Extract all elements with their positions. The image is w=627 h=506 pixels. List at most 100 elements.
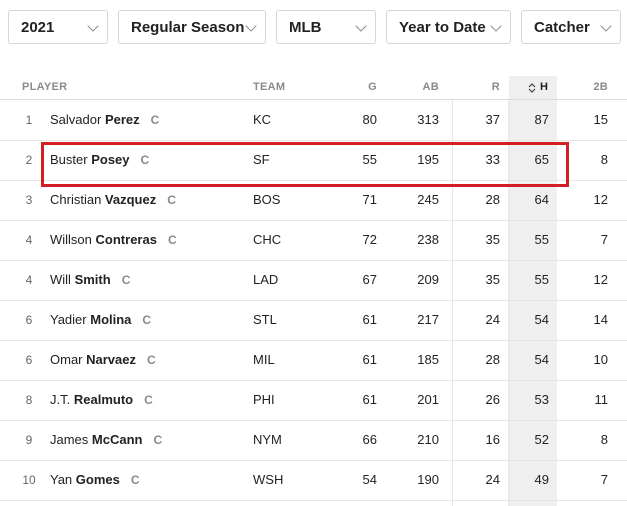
- runs-cell: 37: [485, 112, 500, 127]
- player-first-name: Omar: [50, 352, 83, 367]
- table-row[interactable]: 10 Yan Gomes C WSH 54 190 24 49 7: [0, 460, 627, 501]
- rank-cell: 2: [25, 153, 33, 167]
- table-row[interactable]: 6 Omar Narvaez C MIL 61 185 28 54 10: [0, 340, 627, 381]
- table-row[interactable]: 6 Yadier Molina C STL 61 217 24 54 14: [0, 300, 627, 341]
- table-row[interactable]: 4 Will Smith C LAD 67 209 35 55 12: [0, 260, 627, 301]
- runs-cell: 24: [485, 312, 500, 327]
- position-label: C: [147, 353, 156, 367]
- player-first-name: Christian: [50, 192, 102, 207]
- season-year-select[interactable]: 2021: [8, 10, 108, 44]
- table-row[interactable]: 4 Willson Contreras C CHC 72 238 35 55 7: [0, 220, 627, 261]
- player-first-name: Salvador: [50, 112, 102, 127]
- games-cell: 55: [362, 152, 377, 167]
- games-cell: 66: [362, 432, 377, 447]
- player-name-link[interactable]: Yan Gomes C: [50, 472, 140, 487]
- table-row[interactable]: 8 J.T. Realmuto C PHI 61 201 26 53 11: [0, 380, 627, 421]
- header-team[interactable]: TEAM: [253, 81, 286, 93]
- player-first-name: Yan: [50, 472, 73, 487]
- rank-cell: 10: [22, 473, 36, 487]
- hits-cell: 87: [534, 112, 549, 127]
- season-year-label: 2021: [21, 18, 55, 36]
- games-cell: 61: [362, 392, 377, 407]
- hits-cell: 54: [534, 352, 549, 367]
- team-cell: KC: [253, 112, 272, 127]
- header-g[interactable]: G: [368, 81, 377, 93]
- header-2b[interactable]: 2B: [593, 81, 608, 93]
- player-name-link[interactable]: Buster Posey C: [50, 152, 149, 167]
- at-bats-cell: 245: [417, 192, 439, 207]
- rank-cell: 1: [25, 113, 33, 127]
- player-name-link[interactable]: Salvador Perez C: [50, 112, 159, 127]
- doubles-cell: 14: [593, 312, 608, 327]
- at-bats-cell: 195: [417, 152, 439, 167]
- season-type-label: Regular Season: [131, 18, 245, 36]
- runs-cell: 24: [485, 472, 500, 487]
- sort-icon[interactable]: [528, 82, 536, 94]
- position-label: C: [142, 313, 152, 327]
- at-bats-cell: 210: [417, 432, 439, 447]
- player-name-link[interactable]: J.T. Realmuto C: [50, 392, 153, 407]
- runs-cell: 35: [485, 232, 500, 247]
- player-name-link[interactable]: Omar Narvaez C: [50, 352, 156, 367]
- player-last-name: Smith: [74, 272, 111, 287]
- rank-cell: 3: [25, 193, 33, 207]
- runs-cell: 33: [485, 152, 500, 167]
- player-name-link[interactable]: Will Smith C: [50, 272, 130, 287]
- doubles-cell: 8: [600, 432, 608, 447]
- team-cell: SF: [253, 152, 270, 167]
- table-header: PLAYER TEAM G AB R H 2B: [0, 76, 627, 100]
- hits-cell: 54: [534, 312, 549, 327]
- player-last-name: Posey: [91, 152, 130, 167]
- league-select[interactable]: MLB: [276, 10, 376, 44]
- doubles-cell: 8: [600, 152, 608, 167]
- period-label: Year to Date: [399, 18, 486, 36]
- position-select[interactable]: Catcher: [521, 10, 621, 44]
- hits-cell: 49: [534, 472, 549, 487]
- position-label: C: [167, 193, 176, 207]
- hits-cell: 52: [534, 432, 549, 447]
- header-h[interactable]: H: [540, 81, 549, 93]
- hits-cell: 53: [534, 392, 549, 407]
- team-cell: PHI: [253, 392, 275, 407]
- player-name-link[interactable]: Yadier Molina C: [50, 312, 151, 327]
- doubles-cell: 12: [593, 192, 608, 207]
- doubles-cell: 15: [593, 112, 608, 127]
- player-first-name: James: [50, 432, 89, 447]
- runs-cell: 16: [485, 432, 500, 447]
- player-first-name: Buster: [50, 152, 88, 167]
- table-row[interactable]: 3 Christian Vazquez C BOS 71 245 28 64 12: [0, 180, 627, 221]
- table-row[interactable]: 1 Salvador Perez C KC 80 313 37 87 15: [0, 100, 627, 141]
- header-r[interactable]: R: [491, 81, 500, 93]
- period-select[interactable]: Year to Date: [386, 10, 511, 44]
- player-last-name: Perez: [104, 112, 140, 127]
- runs-cell: 35: [485, 272, 500, 287]
- player-first-name: Willson: [50, 232, 92, 247]
- player-last-name: Vazquez: [104, 192, 157, 207]
- table-row[interactable]: 2 Buster Posey C SF 55 195 33 65 8: [0, 140, 627, 181]
- player-name-link[interactable]: Christian Vazquez C: [50, 192, 176, 207]
- position-label: C: [130, 473, 140, 487]
- doubles-cell: 12: [593, 272, 608, 287]
- player-name-link[interactable]: Willson Contreras C: [50, 232, 177, 247]
- player-first-name: Yadier: [50, 312, 87, 327]
- player-name-link[interactable]: James McCann C: [50, 432, 162, 447]
- games-cell: 54: [362, 472, 377, 487]
- hits-cell: 55: [534, 272, 549, 287]
- rank-cell: 4: [25, 273, 33, 287]
- hits-cell: 55: [534, 232, 549, 247]
- table-row[interactable]: 9 James McCann C NYM 66 210 16 52 8: [0, 420, 627, 461]
- position-label: C: [140, 153, 150, 167]
- team-cell: WSH: [253, 472, 284, 487]
- season-type-select[interactable]: Regular Season: [118, 10, 266, 44]
- at-bats-cell: 190: [417, 472, 439, 487]
- position-label: C: [150, 113, 160, 127]
- runs-cell: 28: [485, 192, 500, 207]
- player-last-name: Molina: [90, 312, 132, 327]
- header-player[interactable]: PLAYER: [22, 81, 68, 93]
- header-ab[interactable]: AB: [422, 81, 439, 93]
- doubles-cell: 10: [593, 352, 608, 367]
- team-cell: MIL: [253, 352, 275, 367]
- at-bats-cell: 313: [417, 112, 439, 127]
- column-divider: [452, 99, 453, 506]
